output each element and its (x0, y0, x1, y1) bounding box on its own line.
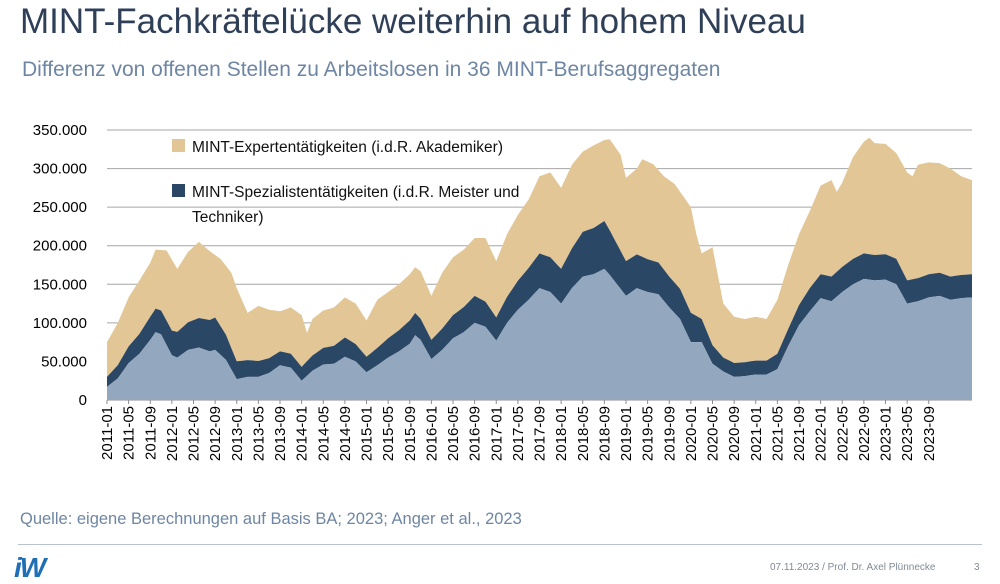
x-tick-label: 2015-09 (402, 406, 419, 461)
y-tick-label: 0 (79, 392, 87, 409)
x-tick-label: 2023-01 (878, 406, 895, 461)
x-tick-label: 2014-01 (294, 406, 311, 461)
x-tick-label: 2013-01 (229, 406, 246, 461)
y-tick-label: 300.000 (33, 161, 87, 178)
iw-logo: iW (14, 552, 46, 583)
x-tick-label: 2014-09 (337, 406, 354, 461)
x-tick-label: 2018-05 (575, 406, 592, 461)
y-tick-label: 50.000 (41, 353, 87, 370)
x-tick-label: 2021-05 (769, 406, 786, 461)
x-tick-label: 2019-01 (618, 406, 635, 461)
x-tick-label: 2016-09 (467, 406, 484, 461)
page-number: 3 (974, 562, 980, 573)
footer-divider (18, 544, 982, 545)
x-tick-label: 2020-09 (726, 406, 743, 461)
x-tick-label: 2017-01 (488, 406, 505, 461)
x-tick-label: 2023-09 (921, 406, 938, 461)
x-tick-label: 2016-01 (423, 406, 440, 461)
x-tick-label: 2012-01 (164, 406, 181, 461)
x-tick-label: 2020-05 (705, 406, 722, 461)
x-tick-label: 2012-09 (207, 406, 224, 461)
x-tick-label: 2011-05 (121, 406, 138, 460)
x-tick-label: 2021-09 (791, 406, 808, 461)
y-tick-label: 150.000 (33, 276, 87, 293)
x-tick-label: 2013-09 (272, 406, 289, 461)
x-tick-label: 2022-05 (834, 406, 851, 461)
x-tick-label: 2013-05 (250, 406, 267, 461)
legend-label-experten: MINT-Expertentätigkeiten (i.d.R. Akademi… (192, 139, 503, 156)
source-note: Quelle: eigene Berechnungen auf Basis BA… (20, 510, 522, 528)
legend-swatch-spezialisten (172, 184, 185, 197)
x-tick-label: 2015-01 (359, 406, 376, 461)
base-area (107, 268, 972, 400)
page-title: MINT-Fachkräftelücke weiterhin auf hohem… (20, 2, 806, 41)
x-tick-label: 2017-09 (532, 406, 549, 461)
x-tick-label: 2023-05 (899, 406, 916, 461)
x-tick-label: 2011-01 (99, 406, 116, 460)
y-tick-label: 250.000 (33, 199, 87, 216)
x-tick-label: 2022-09 (856, 406, 873, 461)
x-tick-label: 2018-09 (596, 406, 613, 461)
mint-gap-chart: 0 50.000 100.000 150.000 200.000 250.000 300.0… (33, 122, 972, 461)
footer-text: 07.11.2023 / Prof. Dr. Axel Plünnecke (770, 562, 936, 573)
x-tick-label: 2019-05 (640, 406, 657, 461)
y-tick-label: 350.000 (33, 122, 87, 139)
x-tick-label: 2014-05 (315, 406, 332, 461)
x-tick-label: 2020-01 (683, 406, 700, 461)
y-tick-label: 200.000 (33, 238, 87, 255)
legend-label-spezialisten-line2: Techniker) (192, 209, 264, 226)
x-tick-label: 2018-01 (553, 406, 570, 461)
x-tick-label: 2015-05 (380, 406, 397, 461)
experten-area (107, 137, 972, 377)
spezialisten-area (107, 221, 972, 387)
legend-label-spezialisten: MINT-Spezialistentätigkeiten (i.d.R. Mei… (192, 184, 519, 201)
x-tick-label: 2011-09 (142, 406, 159, 460)
y-tick-label: 100.000 (33, 315, 87, 332)
x-tick-label: 2019-09 (661, 406, 678, 461)
x-tick-label: 2017-05 (510, 406, 527, 461)
legend-swatch-experten (172, 139, 185, 152)
x-tick-label: 2021-01 (748, 406, 765, 461)
x-tick-label: 2012-05 (186, 406, 203, 461)
x-tick-label: 2016-05 (445, 406, 462, 461)
x-tick-label: 2022-01 (813, 406, 830, 461)
page-subtitle: Differenz von offenen Stellen zu Arbeits… (22, 58, 721, 81)
